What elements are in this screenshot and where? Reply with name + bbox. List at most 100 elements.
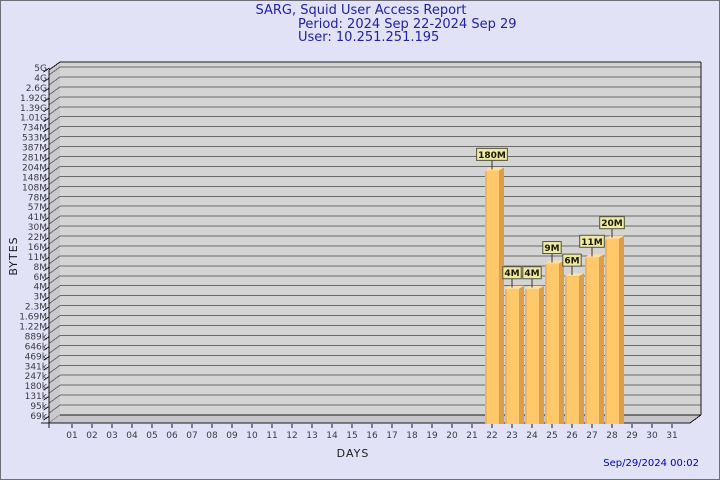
bar-value-label: 4M <box>504 269 519 279</box>
gridline-wall-segment <box>48 394 61 404</box>
y-axis-tick-label: 1.22M <box>19 323 47 333</box>
y-axis-tick <box>43 276 50 282</box>
gridline-wall-segment <box>48 225 61 235</box>
y-axis-tick <box>43 336 50 341</box>
bar <box>565 276 579 424</box>
y-axis-tick <box>43 147 50 152</box>
y-axis-tick <box>43 355 50 361</box>
y-axis-tick <box>43 345 50 351</box>
gridline-wall-segment <box>48 66 61 76</box>
generation-timestamp: Sep/29/2024 00:02 <box>603 458 699 469</box>
gridline-wall-segment <box>48 404 61 414</box>
x-axis-tick-label: 01 <box>66 431 77 441</box>
y-axis-tick <box>43 415 50 421</box>
bar-top-face <box>565 273 584 277</box>
bar-side <box>619 235 624 424</box>
y-axis-tick <box>43 206 50 212</box>
gridline-wall-segment <box>48 205 61 215</box>
x-axis-tick-label: 13 <box>306 431 317 441</box>
y-axis-tick-label: 341k <box>25 362 48 372</box>
bar-top-face <box>525 285 544 289</box>
gridline-wall-segment <box>48 146 61 155</box>
y-axis-tick <box>43 176 50 182</box>
x-axis-tick-label: 18 <box>406 431 418 441</box>
y-axis-tick <box>43 256 50 262</box>
y-axis-tick <box>43 87 50 93</box>
y-axis-tick <box>43 365 50 371</box>
y-axis-tick-label: 11M <box>28 253 47 263</box>
y-axis-tick-label: 646k <box>25 342 48 352</box>
bar <box>525 288 539 424</box>
bar-value-label-box <box>476 147 508 161</box>
y-axis-tick-label: 734M <box>22 124 47 134</box>
x-axis-tick-label: 30 <box>646 431 658 441</box>
y-axis-tick-label: 30M <box>28 223 47 233</box>
report-user: User: 10.251.251.195 <box>298 30 440 45</box>
x-axis-tick-label: 16 <box>366 431 378 441</box>
gridline-wall-segment <box>48 245 61 255</box>
y-axis-tick-label: 16M <box>28 243 47 253</box>
x-axis-tick-label: 04 <box>126 431 138 441</box>
plot-top-left-edge <box>48 61 61 71</box>
bar <box>485 170 499 424</box>
gridline-wall-segment <box>48 265 61 275</box>
x-axis-tick-label: 21 <box>466 431 477 441</box>
y-axis-tick-label: 889k <box>25 332 48 342</box>
y-axis-tick-label: 131k <box>25 392 48 402</box>
bar-value-label-box <box>599 216 625 230</box>
y-axis-tick <box>43 246 50 252</box>
x-axis-tick-label: 07 <box>186 431 197 441</box>
x-axis-tick-label: 27 <box>586 431 597 441</box>
gridline-wall-segment <box>48 106 61 116</box>
y-axis-tick <box>43 306 50 312</box>
gridline-wall-segment <box>48 215 61 225</box>
x-axis-tick-label: 29 <box>626 431 638 441</box>
y-axis-tick <box>43 216 50 222</box>
y-axis-tick <box>43 77 50 83</box>
gridline-wall-segment <box>48 96 61 106</box>
x-axis-tick-label: 15 <box>346 431 357 441</box>
bar-value-label-box <box>562 253 582 267</box>
gridline-wall-segment <box>48 156 61 165</box>
y-axis-tick-label: 69k <box>30 412 47 422</box>
gridline-wall-segment <box>48 335 61 344</box>
gridline-wall-segment <box>48 364 61 374</box>
y-axis-tick-label: 1.01G <box>20 114 47 124</box>
y-axis-tick <box>43 266 50 272</box>
bar-value-label: 20M <box>601 219 623 229</box>
gridline-wall-segment <box>48 185 61 195</box>
y-axis-tick-label: 2.6G <box>26 84 47 94</box>
bar-top-face <box>605 235 624 239</box>
y-axis-tick-label: 22M <box>28 233 47 243</box>
y-axis-tick-label: 204M <box>22 163 47 173</box>
x-axis-tick-label: 12 <box>286 431 297 441</box>
y-axis-tick-label: 8M <box>34 263 48 273</box>
y-axis-tick <box>43 375 50 381</box>
y-axis-tick <box>43 97 50 103</box>
y-axis-tick <box>43 395 50 401</box>
y-axis-tick <box>43 167 50 172</box>
x-axis-tick-label: 06 <box>166 431 178 441</box>
report-period: Period: 2024 Sep 22-2024 Sep 29 <box>298 16 517 32</box>
page-title: SARG, Squid User Access Report <box>255 3 467 18</box>
y-axis-tick-label: 148M <box>22 173 47 183</box>
y-axis-tick <box>43 127 50 133</box>
gridline-wall-segment <box>48 275 61 285</box>
x-axis-tick-label: 10 <box>246 431 258 441</box>
gridline-wall-segment <box>48 116 61 126</box>
y-axis-tick-label: 180k <box>25 382 48 392</box>
y-axis-tick-label: 4M <box>34 283 48 293</box>
y-axis-tick-label: 78M <box>28 193 47 203</box>
bar-side <box>539 285 544 424</box>
y-axis-tick <box>43 186 50 192</box>
bar-side <box>499 167 504 424</box>
gridline-wall-segment <box>48 86 61 96</box>
y-axis-tick <box>43 385 50 391</box>
y-axis-tick <box>43 316 50 321</box>
plot-bottom-right-edge <box>689 414 702 424</box>
y-axis-tick-label: 387M <box>22 144 47 154</box>
gridline-wall-segment <box>48 305 61 315</box>
bar-value-label: 4M <box>524 269 539 279</box>
